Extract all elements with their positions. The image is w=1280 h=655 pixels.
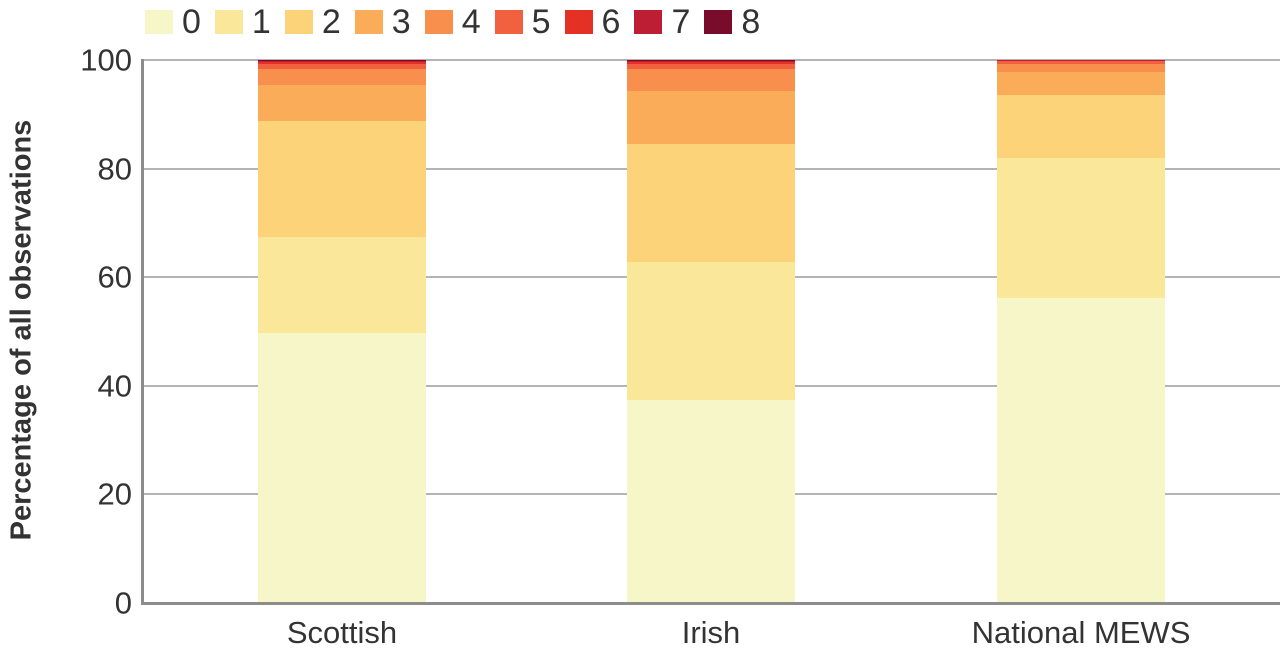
bar-segment-score-1 xyxy=(258,237,426,334)
bar-segment-score-6 xyxy=(258,61,426,64)
bar-segment-score-6 xyxy=(997,60,1165,62)
y-axis-title: Percentage of all observations xyxy=(5,119,38,541)
y-tick-label: 20 xyxy=(97,476,132,512)
y-tick-label: 40 xyxy=(97,368,132,404)
legend-label: 2 xyxy=(321,3,341,41)
y-tick-label: 100 xyxy=(80,42,132,78)
bar-segment-score-1 xyxy=(627,262,795,400)
bar-segment-score-5 xyxy=(258,63,426,70)
bar-segment-score-5 xyxy=(997,61,1165,64)
bar-segment-score-5 xyxy=(627,63,795,70)
bar-segment-score-7 xyxy=(258,60,426,62)
legend-item-1: 1 xyxy=(214,2,271,42)
bar-segment-score-0 xyxy=(258,333,426,603)
y-tick-label: 60 xyxy=(97,259,132,295)
bar-segment-score-2 xyxy=(627,144,795,262)
legend-swatch xyxy=(494,10,523,34)
legend-item-4: 4 xyxy=(424,2,481,42)
legend-item-3: 3 xyxy=(354,2,411,42)
bar-segment-score-8 xyxy=(627,60,795,61)
bar-scottish xyxy=(258,60,426,603)
bar-segment-score-8 xyxy=(258,60,426,61)
y-tick-label: 80 xyxy=(97,151,132,187)
bar-national-mews xyxy=(997,60,1165,603)
legend: 0 1 2 3 4 5 6 7 8 xyxy=(145,2,774,42)
x-axis-line xyxy=(141,602,1280,605)
legend-item-8: 8 xyxy=(704,2,760,42)
bar-segment-score-3 xyxy=(997,71,1165,95)
legend-item-7: 7 xyxy=(634,2,690,42)
y-tick-label: 0 xyxy=(114,585,132,621)
legend-label: 6 xyxy=(601,3,621,41)
legend-swatch xyxy=(634,10,663,34)
legend-swatch xyxy=(704,10,733,34)
legend-swatch xyxy=(214,10,243,34)
legend-label: 5 xyxy=(531,3,551,41)
bar-segment-score-4 xyxy=(258,69,426,86)
bar-segment-score-4 xyxy=(997,63,1165,72)
legend-label: 8 xyxy=(741,3,761,41)
legend-swatch xyxy=(424,10,453,34)
bar-irish xyxy=(627,60,795,603)
legend-label: 3 xyxy=(391,3,411,41)
x-tick-label: National MEWS xyxy=(971,615,1191,650)
legend-item-0: 0 xyxy=(145,2,201,42)
x-tick-label: Scottish xyxy=(286,615,398,650)
legend-swatch xyxy=(354,10,383,34)
bar-segment-score-3 xyxy=(258,85,426,121)
bar-segment-score-0 xyxy=(627,399,795,603)
legend-swatch xyxy=(284,10,313,34)
bar-segment-score-0 xyxy=(997,297,1165,603)
legend-item-2: 2 xyxy=(284,2,341,42)
bar-segment-score-3 xyxy=(627,90,795,145)
bar-segment-score-7 xyxy=(627,60,795,62)
bar-segment-score-2 xyxy=(258,120,426,238)
legend-label: 0 xyxy=(182,3,201,41)
bar-segment-score-1 xyxy=(997,158,1165,298)
legend-label: 7 xyxy=(671,3,691,41)
gridline xyxy=(143,59,1280,61)
y-axis-line xyxy=(141,59,144,605)
legend-label: 4 xyxy=(461,3,481,41)
legend-swatch xyxy=(145,10,173,34)
legend-label: 1 xyxy=(251,3,271,41)
x-tick-label: Irish xyxy=(681,615,741,650)
legend-item-5: 5 xyxy=(494,2,551,42)
bar-segment-score-2 xyxy=(997,94,1165,159)
bar-segment-score-6 xyxy=(627,61,795,64)
bar-segment-score-4 xyxy=(627,69,795,91)
legend-swatch xyxy=(564,10,593,34)
legend-item-6: 6 xyxy=(564,2,621,42)
